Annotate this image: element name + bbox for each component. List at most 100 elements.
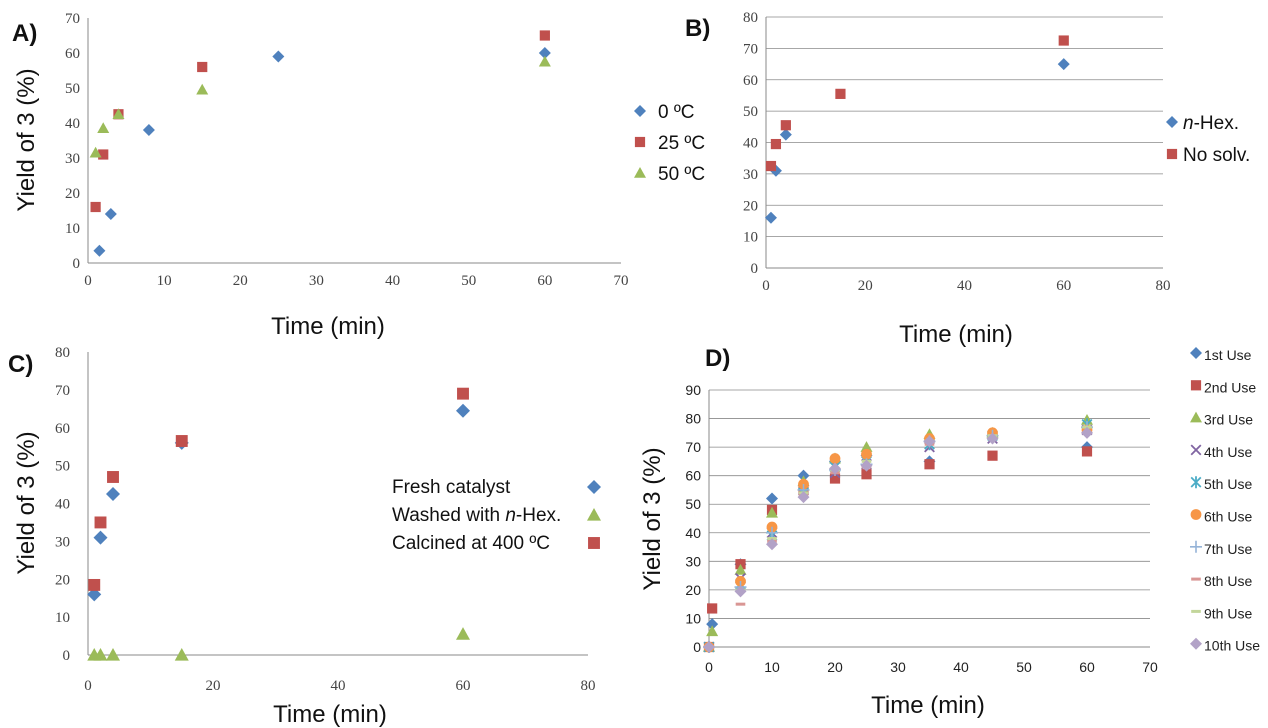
chart-panel-b: B) 0 20 40 60 80 0 10 20 30 40 50 60 70 80 Time (min) n-… (685, 10, 1250, 348)
series-25-c (90, 30, 550, 213)
x-tick-label: 30 (890, 659, 906, 675)
y-tick-label: 60 (55, 421, 70, 437)
legend-label: 2nd Use (1204, 379, 1256, 395)
chart-panel-c: C) 0 20 40 60 80 0 10 20 30 40 50 60 70 80 Time (min) Yi… (8, 345, 601, 728)
data-point (97, 122, 110, 134)
data-point (538, 47, 551, 59)
y-tick-label: 0 (751, 261, 759, 277)
x-tick-label: 40 (957, 278, 972, 294)
series-5th-use (703, 418, 1093, 653)
x-tick-label: 80 (581, 678, 596, 694)
y-axis-title: Yield of 3 (%) (13, 68, 40, 211)
x-axis-title: Time (min) (271, 313, 385, 340)
x-tick-label: 70 (614, 273, 629, 289)
data-point (94, 516, 107, 529)
x-tick-label: 50 (1016, 659, 1032, 675)
data-point (860, 441, 873, 452)
x-tick-label: 40 (385, 273, 400, 289)
legend-marker (1190, 380, 1202, 391)
data-point (106, 648, 120, 661)
x-tick-label: 80 (1156, 278, 1171, 294)
panel-label: D) (705, 345, 730, 372)
data-point (766, 538, 778, 551)
x-tick-label: 40 (953, 659, 969, 675)
legend-label: 4th Use (1204, 444, 1252, 460)
data-point (90, 201, 101, 213)
legend-label: 8th Use (1204, 573, 1252, 589)
data-point (766, 526, 778, 539)
data-point (861, 448, 872, 460)
x-tick-label: 0 (705, 659, 713, 675)
data-point (860, 459, 873, 472)
data-point (98, 149, 109, 160)
series-0-c (93, 47, 551, 257)
y-tick-label: 60 (685, 468, 701, 484)
y-tick-label: 50 (55, 459, 70, 475)
y-tick-label: 70 (65, 11, 80, 27)
data-point (703, 641, 715, 653)
data-point (829, 462, 841, 475)
data-point (861, 469, 872, 480)
x-axis-title: Time (min) (899, 321, 1013, 348)
data-point (923, 435, 936, 448)
y-tick-label: 30 (685, 553, 701, 569)
series-washed-with-n-hex- (87, 627, 470, 661)
series-no-solv- (765, 35, 1069, 172)
data-point (734, 585, 747, 598)
legend-label: 0 ºC (658, 102, 695, 123)
y-tick-label: 70 (743, 41, 758, 57)
x-tick-label: 60 (1056, 278, 1071, 294)
data-point (770, 138, 782, 150)
data-point (93, 244, 106, 257)
legend-marker (588, 537, 600, 549)
legend-label: 25 ºC (658, 133, 705, 154)
data-point (457, 387, 469, 400)
x-tick-label: 60 (537, 273, 552, 289)
x-tick-label: 60 (1079, 659, 1095, 675)
data-point (764, 211, 777, 224)
chart-panel-a: A) 0 10 20 30 40 50 60 70 0 10 20 30 40 50 60 70 Time (mi… (12, 11, 705, 340)
data-point (924, 459, 935, 470)
x-tick-label: 20 (858, 278, 873, 294)
data-point (766, 492, 778, 505)
data-point (707, 603, 718, 614)
series-1st-use (703, 429, 1093, 653)
x-tick-label: 10 (764, 659, 780, 675)
x-tick-label: 50 (461, 273, 476, 289)
y-tick-label: 60 (65, 46, 80, 62)
y-tick-label: 20 (55, 572, 70, 588)
y-tick-label: 20 (685, 582, 701, 598)
y-tick-label: 70 (685, 439, 701, 455)
data-point (1081, 446, 1093, 457)
series-8th-use (704, 431, 1092, 649)
y-tick-label: 10 (685, 610, 701, 626)
data-point (987, 450, 998, 461)
y-tick-label: 40 (65, 116, 80, 132)
x-tick-label: 0 (84, 678, 92, 694)
legend-marker (1190, 540, 1202, 553)
data-point (779, 128, 792, 141)
legend-marker (1190, 476, 1202, 489)
chart-panel-d: D) 0 10 20 30 40 50 60 70 0 10 20 30 40 50 60 70 80 90 Time… (639, 345, 1260, 719)
data-point (88, 578, 101, 591)
x-tick-label: 0 (84, 273, 92, 289)
data-point (835, 88, 846, 99)
data-point (766, 506, 778, 518)
y-tick-label: 0 (73, 256, 81, 272)
x-tick-label: 10 (157, 273, 172, 289)
legend-label: 5th Use (1204, 476, 1252, 492)
series-fresh-catalyst (87, 403, 470, 602)
y-tick-label: 90 (685, 382, 701, 398)
data-point (456, 627, 470, 640)
legend-label: 9th Use (1204, 605, 1252, 621)
data-point (174, 648, 189, 661)
data-point (829, 473, 841, 484)
data-point (765, 160, 777, 172)
x-tick-label: 20 (233, 273, 248, 289)
x-axis-title: Time (min) (871, 692, 985, 719)
data-point (107, 471, 119, 483)
data-point (539, 30, 550, 41)
legend-marker (634, 105, 646, 117)
y-tick-label: 70 (55, 383, 70, 399)
